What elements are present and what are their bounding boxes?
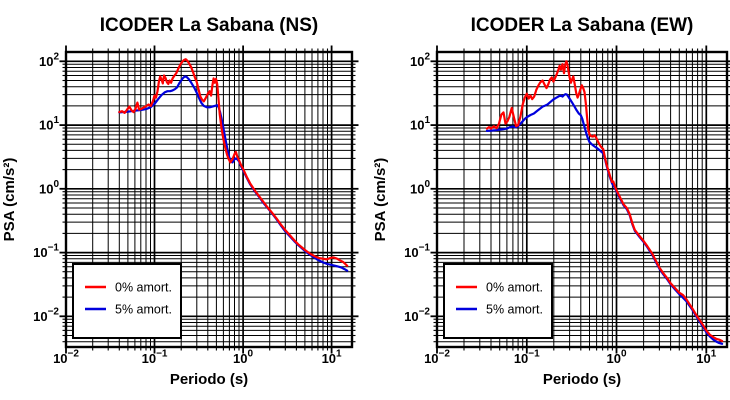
x-axis-label: Periodo (s) [170,371,248,388]
y-tick-label: 101 [39,115,59,133]
legend-label: 5% amort. [486,303,543,317]
legend-label: 5% amort. [115,303,172,317]
legend: 0% amort. 5% amort. [443,263,553,339]
y-axis-label: PSA (cm/s²) [1,158,18,242]
log-grid [436,52,727,347]
y-tick-label: 100 [39,179,59,197]
plot-title: ICODER La Sabana (EW) [471,15,694,36]
x-tick-label: 10−1 [514,349,540,367]
y-tick-label: 10−2 [404,306,430,324]
y-tick-label: 100 [410,179,430,197]
ns-plot: 10−2 10−1 100 101 102 101 100 10−1 10−2 ICODER La… [1,15,359,388]
x-axis-label: Periodo (s) [543,371,621,388]
y-axis-label: PSA (cm/s²) [372,158,389,242]
ew-plot: 10−2 10−1 100 101 102 101 100 10−1 10−2 ICODER La… [372,15,730,388]
legend-box [443,263,553,339]
series-0-amort- [485,60,724,343]
y-tick-label: 101 [410,115,430,133]
legend-box [72,263,182,339]
x-tick-label: 10−2 [53,349,79,367]
legend-label: 0% amort. [115,281,172,295]
x-tick-label: 100 [607,349,627,367]
x-tick-label: 101 [322,349,342,367]
legend-label: 0% amort. [486,281,543,295]
y-tick-label: 10−1 [33,243,59,261]
x-tick-label: 10−2 [424,349,450,367]
plot-frame [64,50,354,349]
plot-frame [435,50,729,349]
x-tick-label: 100 [233,349,253,367]
log-grid [65,52,352,347]
series-0-amort- [118,58,349,267]
y-tick-label: 10−2 [33,306,59,324]
legend: 0% amort. 5% amort. [72,263,182,339]
y-tick-label: 102 [39,51,59,69]
y-tick-label: 102 [410,51,430,69]
y-tick-label: 10−1 [404,243,430,261]
x-tick-label: 101 [696,349,716,367]
plot-title: ICODER La Sabana (NS) [100,15,319,36]
x-tick-label: 10−1 [142,349,168,367]
